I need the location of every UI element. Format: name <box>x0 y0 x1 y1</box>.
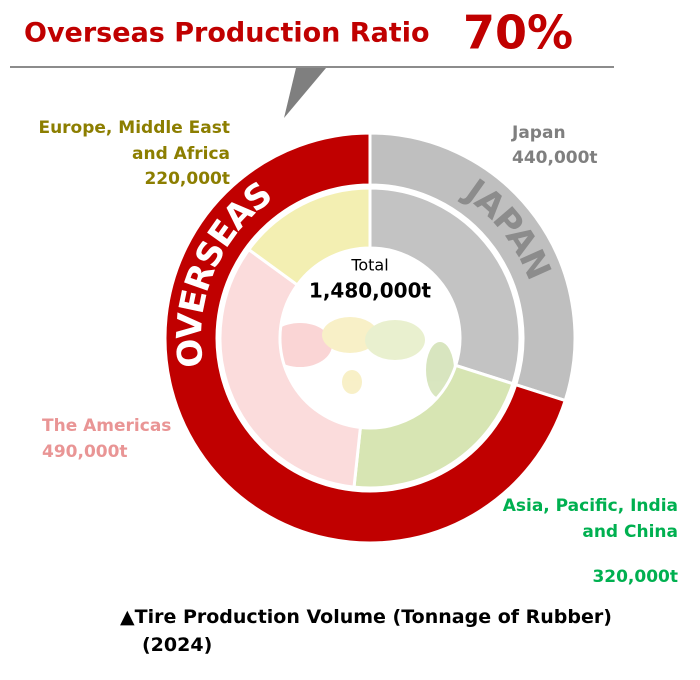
total-value: 1,480,000t <box>309 279 432 303</box>
inner-segment <box>352 363 515 490</box>
caption-line: (2024) <box>142 634 212 656</box>
category-label-line: and China <box>582 522 678 542</box>
outer-segment <box>163 131 568 545</box>
inner-segment <box>218 247 363 489</box>
value-label: 440,000t <box>512 148 598 168</box>
world-map <box>268 317 454 398</box>
category-label-line: and Africa <box>132 144 230 164</box>
category-label-line: Japan <box>511 123 566 143</box>
caption: ▲Tire Production Volume (Tonnage of Rubb… <box>120 606 619 656</box>
total-title: Total <box>350 256 388 275</box>
ratio: 70% <box>463 6 573 60</box>
category-label-line: Asia, Pacific, India <box>503 496 678 516</box>
value-label: 490,000t <box>42 442 128 462</box>
chart-title: Overseas Production Ratio <box>24 18 430 49</box>
category-label-line: The Americas <box>42 416 171 436</box>
value-label: 220,000t <box>144 169 230 189</box>
caption-line: ▲Tire Production Volume (Tonnage of Rubb… <box>120 606 612 628</box>
category-label: The Americas <box>42 416 171 436</box>
category-label: Europe, Middle East and Africa <box>38 118 230 164</box>
category-label: Japan <box>511 123 566 143</box>
category-label-line: Europe, Middle East <box>38 118 230 138</box>
value-label: 320,000t <box>592 567 678 587</box>
category-label: Asia, Pacific, India and China <box>503 496 678 542</box>
inner-segment <box>246 186 372 288</box>
outer-segment <box>368 131 577 403</box>
inner-segment <box>368 186 522 386</box>
callout <box>284 68 326 118</box>
